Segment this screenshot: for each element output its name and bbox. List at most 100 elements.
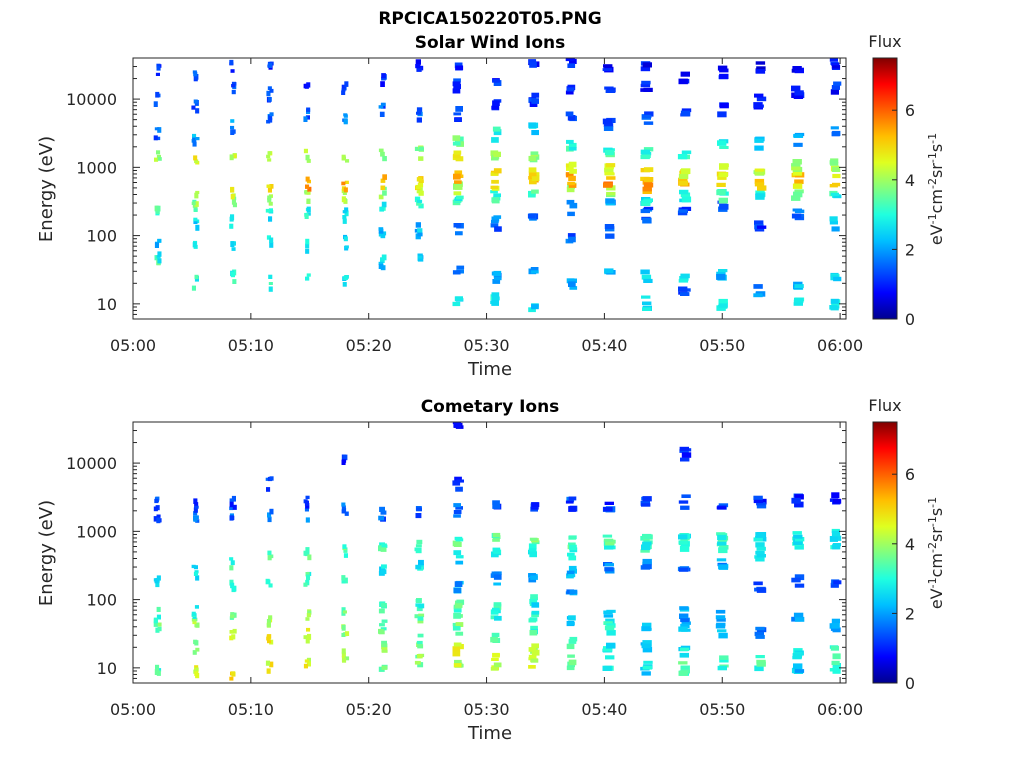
flux-cell xyxy=(156,517,161,524)
flux-cell xyxy=(755,532,765,538)
panel-title: Cometary Ions xyxy=(421,397,560,417)
flux-cell xyxy=(418,559,424,566)
flux-cell xyxy=(643,660,653,664)
flux-cell xyxy=(306,574,311,581)
flux-cell xyxy=(719,73,729,80)
flux-cell xyxy=(754,168,765,172)
flux-cell xyxy=(794,67,804,74)
flux-cell xyxy=(380,510,387,515)
flux-cell xyxy=(531,270,539,274)
plot-area[interactable] xyxy=(153,419,842,681)
flux-cell xyxy=(794,297,804,303)
flux-cell xyxy=(718,632,728,639)
flux-cell xyxy=(678,567,689,572)
flux-cell xyxy=(602,68,612,72)
flux-cell xyxy=(642,496,652,502)
flux-cell xyxy=(641,503,651,507)
flux-cell xyxy=(153,101,158,107)
flux-cell xyxy=(606,176,616,180)
flux-cell xyxy=(229,579,234,586)
flux-cell xyxy=(794,501,804,508)
colorbar-label: Flux xyxy=(868,32,901,51)
flux-cell xyxy=(604,149,615,156)
flux-cell xyxy=(756,96,767,102)
flux-cell xyxy=(754,182,765,187)
flux-cell xyxy=(531,92,540,98)
flux-cell xyxy=(156,575,161,581)
flux-cell xyxy=(793,134,803,138)
x-tick-label: 05:30 xyxy=(463,700,509,719)
axes-box xyxy=(132,421,847,684)
flux-cell xyxy=(830,298,839,304)
flux-cell xyxy=(793,302,803,306)
x-tick-label: 05:10 xyxy=(228,336,274,355)
flux-cell xyxy=(641,544,651,551)
flux-cell xyxy=(344,207,349,212)
flux-cell xyxy=(569,168,577,174)
flux-cell xyxy=(155,72,160,76)
flux-cell xyxy=(490,667,499,671)
flux-cell xyxy=(566,139,574,144)
flux-cell xyxy=(306,627,311,632)
flux-cell xyxy=(568,183,577,188)
flux-cell xyxy=(492,538,500,542)
flux-cell xyxy=(382,156,387,162)
flux-cell xyxy=(640,66,651,72)
flux-cell xyxy=(678,670,688,676)
flux-cell xyxy=(681,621,691,625)
flux-cell xyxy=(793,539,803,545)
flux-cell xyxy=(231,129,236,134)
flux-cell xyxy=(603,646,613,652)
flux-cell xyxy=(305,276,310,281)
flux-cell xyxy=(454,581,463,587)
flux-cell xyxy=(305,243,310,249)
flux-cell xyxy=(640,549,650,553)
flux-cell xyxy=(529,598,537,605)
flux-cell xyxy=(304,507,309,512)
flux-cell xyxy=(531,602,540,608)
flux-cell xyxy=(343,577,348,584)
flux-cell xyxy=(378,515,385,521)
flux-cell xyxy=(830,126,839,130)
flux-cell xyxy=(791,195,801,201)
flux-cell xyxy=(491,551,499,558)
flux-cell xyxy=(643,534,653,540)
flux-cell xyxy=(454,170,463,177)
plot-area[interactable] xyxy=(153,56,842,313)
flux-cell xyxy=(341,648,346,654)
flux-cell xyxy=(603,182,613,188)
flux-cell xyxy=(530,594,538,601)
flux-cell xyxy=(194,159,199,164)
flux-cell xyxy=(832,669,841,674)
flux-cell xyxy=(716,182,726,187)
flux-cell xyxy=(679,276,689,281)
flux-cell xyxy=(306,212,311,216)
flux-cell xyxy=(493,80,502,86)
colorbar-tick-label: 2 xyxy=(905,604,915,623)
flux-cell xyxy=(455,486,463,492)
flux-cell xyxy=(605,89,615,93)
flux-cell xyxy=(268,201,273,206)
flux-cell xyxy=(679,606,689,610)
flux-cell xyxy=(754,220,764,225)
flux-cell xyxy=(305,115,310,120)
flux-cell xyxy=(681,168,691,174)
flux-cell xyxy=(192,133,197,140)
flux-cell xyxy=(755,655,765,659)
flux-cell xyxy=(567,63,576,68)
flux-cell xyxy=(829,58,838,62)
flux-cell xyxy=(717,541,727,546)
flux-cell xyxy=(831,62,840,66)
flux-cell xyxy=(492,500,500,505)
flux-cell xyxy=(606,642,616,649)
flux-cell xyxy=(229,565,234,571)
flux-cell xyxy=(341,575,346,581)
flux-cell xyxy=(192,621,197,625)
flux-cell xyxy=(605,655,615,660)
flux-cell xyxy=(528,193,536,198)
flux-cell xyxy=(716,274,726,280)
flux-cell xyxy=(266,487,271,492)
flux-cell xyxy=(305,638,310,644)
flux-cell xyxy=(490,609,499,615)
flux-cell xyxy=(304,500,309,506)
